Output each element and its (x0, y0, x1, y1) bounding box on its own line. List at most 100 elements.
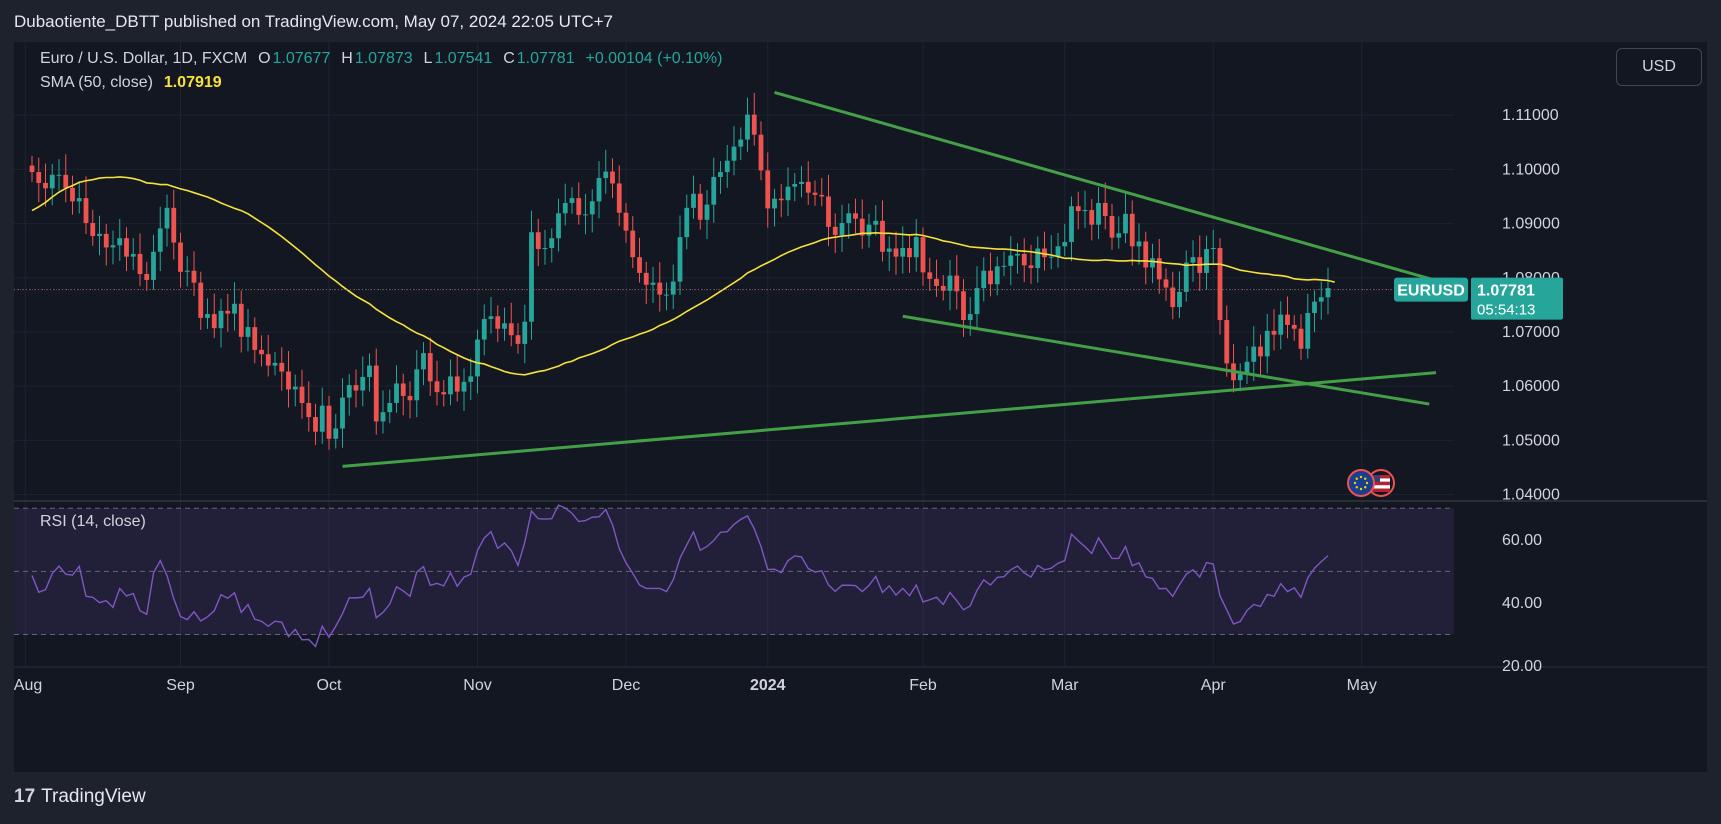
time-axis-label: Sep (166, 677, 195, 694)
trendline[interactable] (774, 90, 1437, 282)
candle-body (380, 412, 386, 422)
candle-body (353, 385, 359, 391)
candle-body (785, 186, 791, 201)
candle-body (1237, 374, 1243, 381)
candle-body (893, 248, 899, 257)
candle-body (164, 207, 170, 229)
currency-button[interactable]: USD (1616, 48, 1702, 86)
price-axis-label: 1.06000 (1502, 378, 1560, 395)
candle-body (940, 285, 946, 291)
candle-body (724, 160, 730, 173)
tradingview-brand-text: TradingView (41, 786, 146, 807)
candle-body (178, 242, 183, 272)
candle-body (76, 198, 82, 202)
candle-body (1325, 288, 1331, 298)
candle-body (799, 181, 804, 185)
footer-brand[interactable]: 17 TradingView (14, 786, 146, 808)
candle-body (954, 275, 960, 292)
candle-body (610, 171, 615, 184)
candle-body (252, 327, 258, 350)
candle-body (495, 316, 501, 329)
time-axis-label: Mar (1051, 677, 1079, 694)
candle-body (1089, 210, 1095, 225)
candle-body (1204, 249, 1209, 273)
chart-canvas[interactable]: 1.040001.050001.060001.070001.080001.090… (14, 42, 1707, 772)
candle-body (657, 282, 663, 295)
candle-body (205, 314, 210, 318)
candle-body (792, 184, 798, 187)
candle-body (839, 223, 845, 235)
price-tag-countdown: 05:54:13 (1477, 302, 1535, 319)
candle-body (542, 247, 548, 250)
candle-body (1285, 314, 1290, 325)
candle-body (522, 321, 528, 344)
change-value: +0.00104 (+0.10%) (585, 50, 723, 67)
candle-body (1069, 206, 1074, 243)
candle-body (1224, 320, 1230, 364)
price-axis-label: 1.05000 (1502, 432, 1560, 449)
time-axis-label: May (1347, 677, 1377, 694)
symbol-title[interactable]: Euro / U.S. Dollar, 1D, FXCM (40, 50, 248, 67)
candle-body (623, 212, 629, 231)
trendline[interactable] (342, 371, 1437, 468)
candle-body (677, 237, 683, 282)
candle-body (866, 224, 872, 236)
candle-body (461, 381, 467, 392)
candle-body (1001, 265, 1007, 267)
candle-body (259, 349, 264, 355)
eu-flag-star (1359, 487, 1363, 491)
candle-body (1062, 242, 1068, 247)
chart-panel[interactable]: 1.040001.050001.060001.070001.080001.090… (14, 42, 1707, 772)
candle-body (778, 198, 784, 201)
eu-flag-star (1359, 475, 1363, 479)
candle-body (1258, 346, 1263, 357)
candle-body (603, 171, 609, 179)
candle-body (468, 376, 474, 382)
candle-body (1318, 297, 1324, 302)
candle-body (562, 202, 568, 214)
candle-body (130, 253, 136, 257)
time-axis-label: Oct (317, 677, 342, 694)
candle-body (691, 193, 696, 208)
candle-body (279, 362, 285, 372)
sma-legend[interactable]: SMA (50, close) 1.07919 (40, 74, 224, 92)
candle-body (508, 323, 514, 336)
candle-body (812, 192, 818, 195)
candle-body (1217, 247, 1223, 321)
candle-body (549, 238, 555, 248)
candle-body (299, 386, 305, 403)
price-tag-bg (1471, 277, 1563, 320)
low-value: 1.07541 (434, 50, 493, 67)
candle-body (616, 183, 622, 213)
candle-body (1109, 215, 1115, 238)
close-label: C (503, 50, 515, 67)
candle-body (684, 207, 690, 238)
candle-body (994, 266, 1000, 285)
us-flag-stripe (1372, 475, 1390, 479)
candle-body (97, 233, 102, 237)
eu-flag-icon[interactable] (1347, 469, 1375, 497)
candle-body (1102, 202, 1108, 216)
candle-body (1028, 265, 1034, 269)
time-axis-label: Apr (1201, 677, 1227, 694)
price-axis-label: 1.09000 (1502, 216, 1560, 233)
candle-body (475, 339, 480, 377)
trendline[interactable] (902, 314, 1430, 406)
candle-body (90, 223, 96, 237)
candle-body (1082, 210, 1088, 212)
candle-body (556, 213, 561, 239)
rsi-legend[interactable]: RSI (14, close) (40, 513, 148, 531)
symbol-tag-bg (1394, 277, 1468, 302)
candle-body (1312, 301, 1317, 314)
candle-body (83, 198, 89, 224)
candle-body (454, 376, 460, 392)
candle-body (1048, 256, 1054, 258)
candle-body (535, 232, 541, 250)
time-axis-label: Dec (612, 677, 640, 694)
candle-body (414, 369, 420, 401)
candle-body (859, 218, 865, 236)
candle-body (515, 335, 521, 344)
candle-body (711, 176, 717, 205)
candle-body (643, 272, 649, 285)
candle-body (1035, 248, 1041, 269)
